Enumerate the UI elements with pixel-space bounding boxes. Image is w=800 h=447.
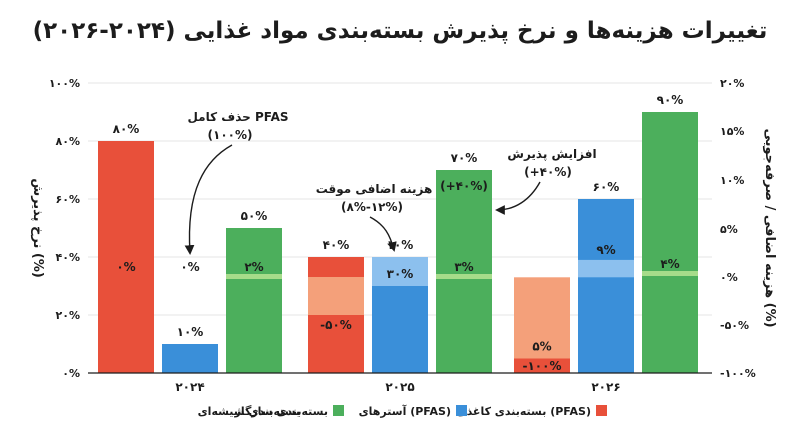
- bar-cost-band: [436, 274, 492, 279]
- bar-cost-band: [226, 274, 282, 279]
- bar-value-label: ۳۰%: [387, 267, 414, 281]
- legend-swatch-2: [333, 405, 344, 416]
- y2-tick-label: -۱۰۰%: [720, 367, 756, 380]
- bar-0-0: [98, 141, 154, 373]
- legend-label-3: بسته‌بندی شیشه‌ای: [198, 405, 300, 418]
- bar-value-label: ۵%: [532, 340, 551, 354]
- y2-tick-label: ۵%: [720, 223, 738, 236]
- bar-0-2: [514, 358, 570, 373]
- annotation-pfas-value: (۱۰۰%): [208, 128, 253, 142]
- bar-inner-label: (+۴۰%): [440, 179, 488, 193]
- bar-value-label: ۶۰%: [593, 180, 620, 194]
- bar-cost-label: ۳%: [454, 260, 473, 274]
- bar-value-label: ۵۰%: [241, 209, 268, 223]
- bars-layer: [98, 112, 698, 373]
- bar-cost-label: ۲%: [244, 260, 263, 274]
- bar-cost-band: [578, 259, 634, 278]
- y-tick-label: ۶۰%: [56, 193, 80, 206]
- annotation-pfas-arrow: [184, 144, 233, 255]
- bar-cost-band: [514, 277, 570, 359]
- bar-2-1: [436, 170, 492, 373]
- bar-cost-label-extra: ۰%: [180, 260, 199, 274]
- legend-label-2: بسته‌بندی سازگار: [233, 405, 328, 418]
- y-tick-label: ۰%: [62, 367, 80, 380]
- bar-cost-label: -۱۰۰%: [523, 359, 562, 373]
- bar-cost-label: -۵۰%: [320, 318, 352, 332]
- legend-swatch-1: [456, 405, 467, 416]
- annotation-pfas-title: حذف کامل PFAS: [187, 110, 288, 124]
- x-tick-label: ۲۰۲۶: [591, 380, 620, 394]
- y-tick-label: ۴۰%: [56, 251, 80, 264]
- bar-cost-label: ۰%: [116, 260, 135, 274]
- y2-tick-label: ۱۵%: [720, 125, 744, 138]
- annotation-cost-arrow: [369, 216, 397, 252]
- y-tick-label: ۱۰۰%: [49, 77, 80, 90]
- bar-cost-band: [642, 271, 698, 276]
- y2-tick-label: ۱۰%: [720, 174, 744, 187]
- bar-cost-band: [308, 277, 364, 315]
- bar-cost-band: [372, 257, 428, 286]
- bar-value-label: ۸۰%: [113, 122, 140, 136]
- bar-2-0: [226, 228, 282, 373]
- bar-2-2: [642, 112, 698, 373]
- y2-tick-label: -۵۰%: [720, 319, 749, 332]
- axis-layer: ۰% ۲۰% ۴۰% ۶۰% ۸۰% ۱۰۰% -۱۰۰% -۵۰% ۰% ۵% ۱۰% ۱۵% ۲۰%…: [49, 77, 756, 394]
- annotation-cost-value: (۸%-۱۲%): [341, 200, 403, 214]
- chart-title: تغییرات هزینه‌ها و نرخ پذیرش بسته‌بندی م…: [32, 18, 768, 44]
- labels-layer: ۸۰%۰%۴۰%-۵۰%۵%-۱۰۰%۱۰%۳۰%۱۰%۶۰%۹%۵۰%۲%۷۰…: [113, 93, 684, 373]
- y2-axis-title: هزینه اضافی / صرفه‌جویی (%): [762, 128, 777, 327]
- bar-1-2: [578, 199, 634, 373]
- y-tick-label: ۲۰%: [56, 309, 80, 322]
- bar-cost-label: ۹%: [596, 243, 615, 257]
- y-axis-title: نرخ پذیرش (%): [30, 178, 45, 278]
- annotation-adoption-title: افزایش پذیرش: [507, 147, 596, 161]
- x-tick-label: ۲۰۲۵: [385, 380, 414, 394]
- legend-label-1: آسترهای (PFAS): [359, 404, 451, 418]
- bar-cost-label: ۴%: [660, 257, 679, 271]
- bar-value-label: ۴۰%: [323, 238, 350, 252]
- bar-value-label: ۱۰%: [177, 325, 204, 339]
- legend-label-0: بسته‌بندی کاغذی (PFAS): [457, 405, 592, 418]
- bar-value-label: ۹۰%: [657, 93, 684, 107]
- bar-1-0: [162, 344, 218, 373]
- legend-swatch-0: [596, 405, 607, 416]
- annotation-adoption-value: (+۴۰%): [524, 165, 572, 179]
- bar-value-label: ۷۰%: [451, 151, 478, 165]
- bar-1-1: [372, 286, 428, 373]
- annotation-adoption-arrow: [495, 181, 541, 215]
- annotation-cost-title: هزینه اضافی موقت: [316, 182, 433, 197]
- y2-tick-label: ۲۰%: [720, 77, 744, 90]
- x-tick-label: ۲۰۲۴: [175, 380, 204, 394]
- y2-tick-label: ۰%: [720, 271, 738, 284]
- y-tick-label: ۸۰%: [56, 135, 80, 148]
- legend: بسته‌بندی کاغذی (PFAS) آسترهای (PFAS) بسته…: [198, 404, 607, 418]
